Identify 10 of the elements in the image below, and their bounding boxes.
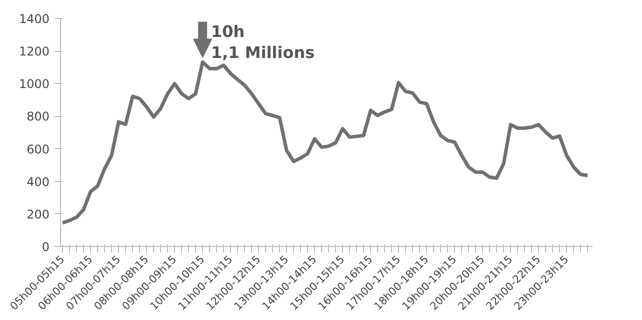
line-series [60, 60, 590, 225]
y-tick-label: 200 [26, 207, 50, 222]
y-tick-label: 600 [26, 142, 50, 156]
y-tick-label: 1400 [18, 12, 50, 26]
annotation: 10h 1,1 Millions [211, 22, 315, 62]
y-tick-label: 0 [42, 240, 50, 254]
y-tick-label: 1200 [18, 44, 50, 59]
y-tick-label: 400 [26, 174, 50, 189]
y-tick-label: 800 [26, 110, 50, 124]
y-tick-label: 1000 [18, 77, 50, 92]
